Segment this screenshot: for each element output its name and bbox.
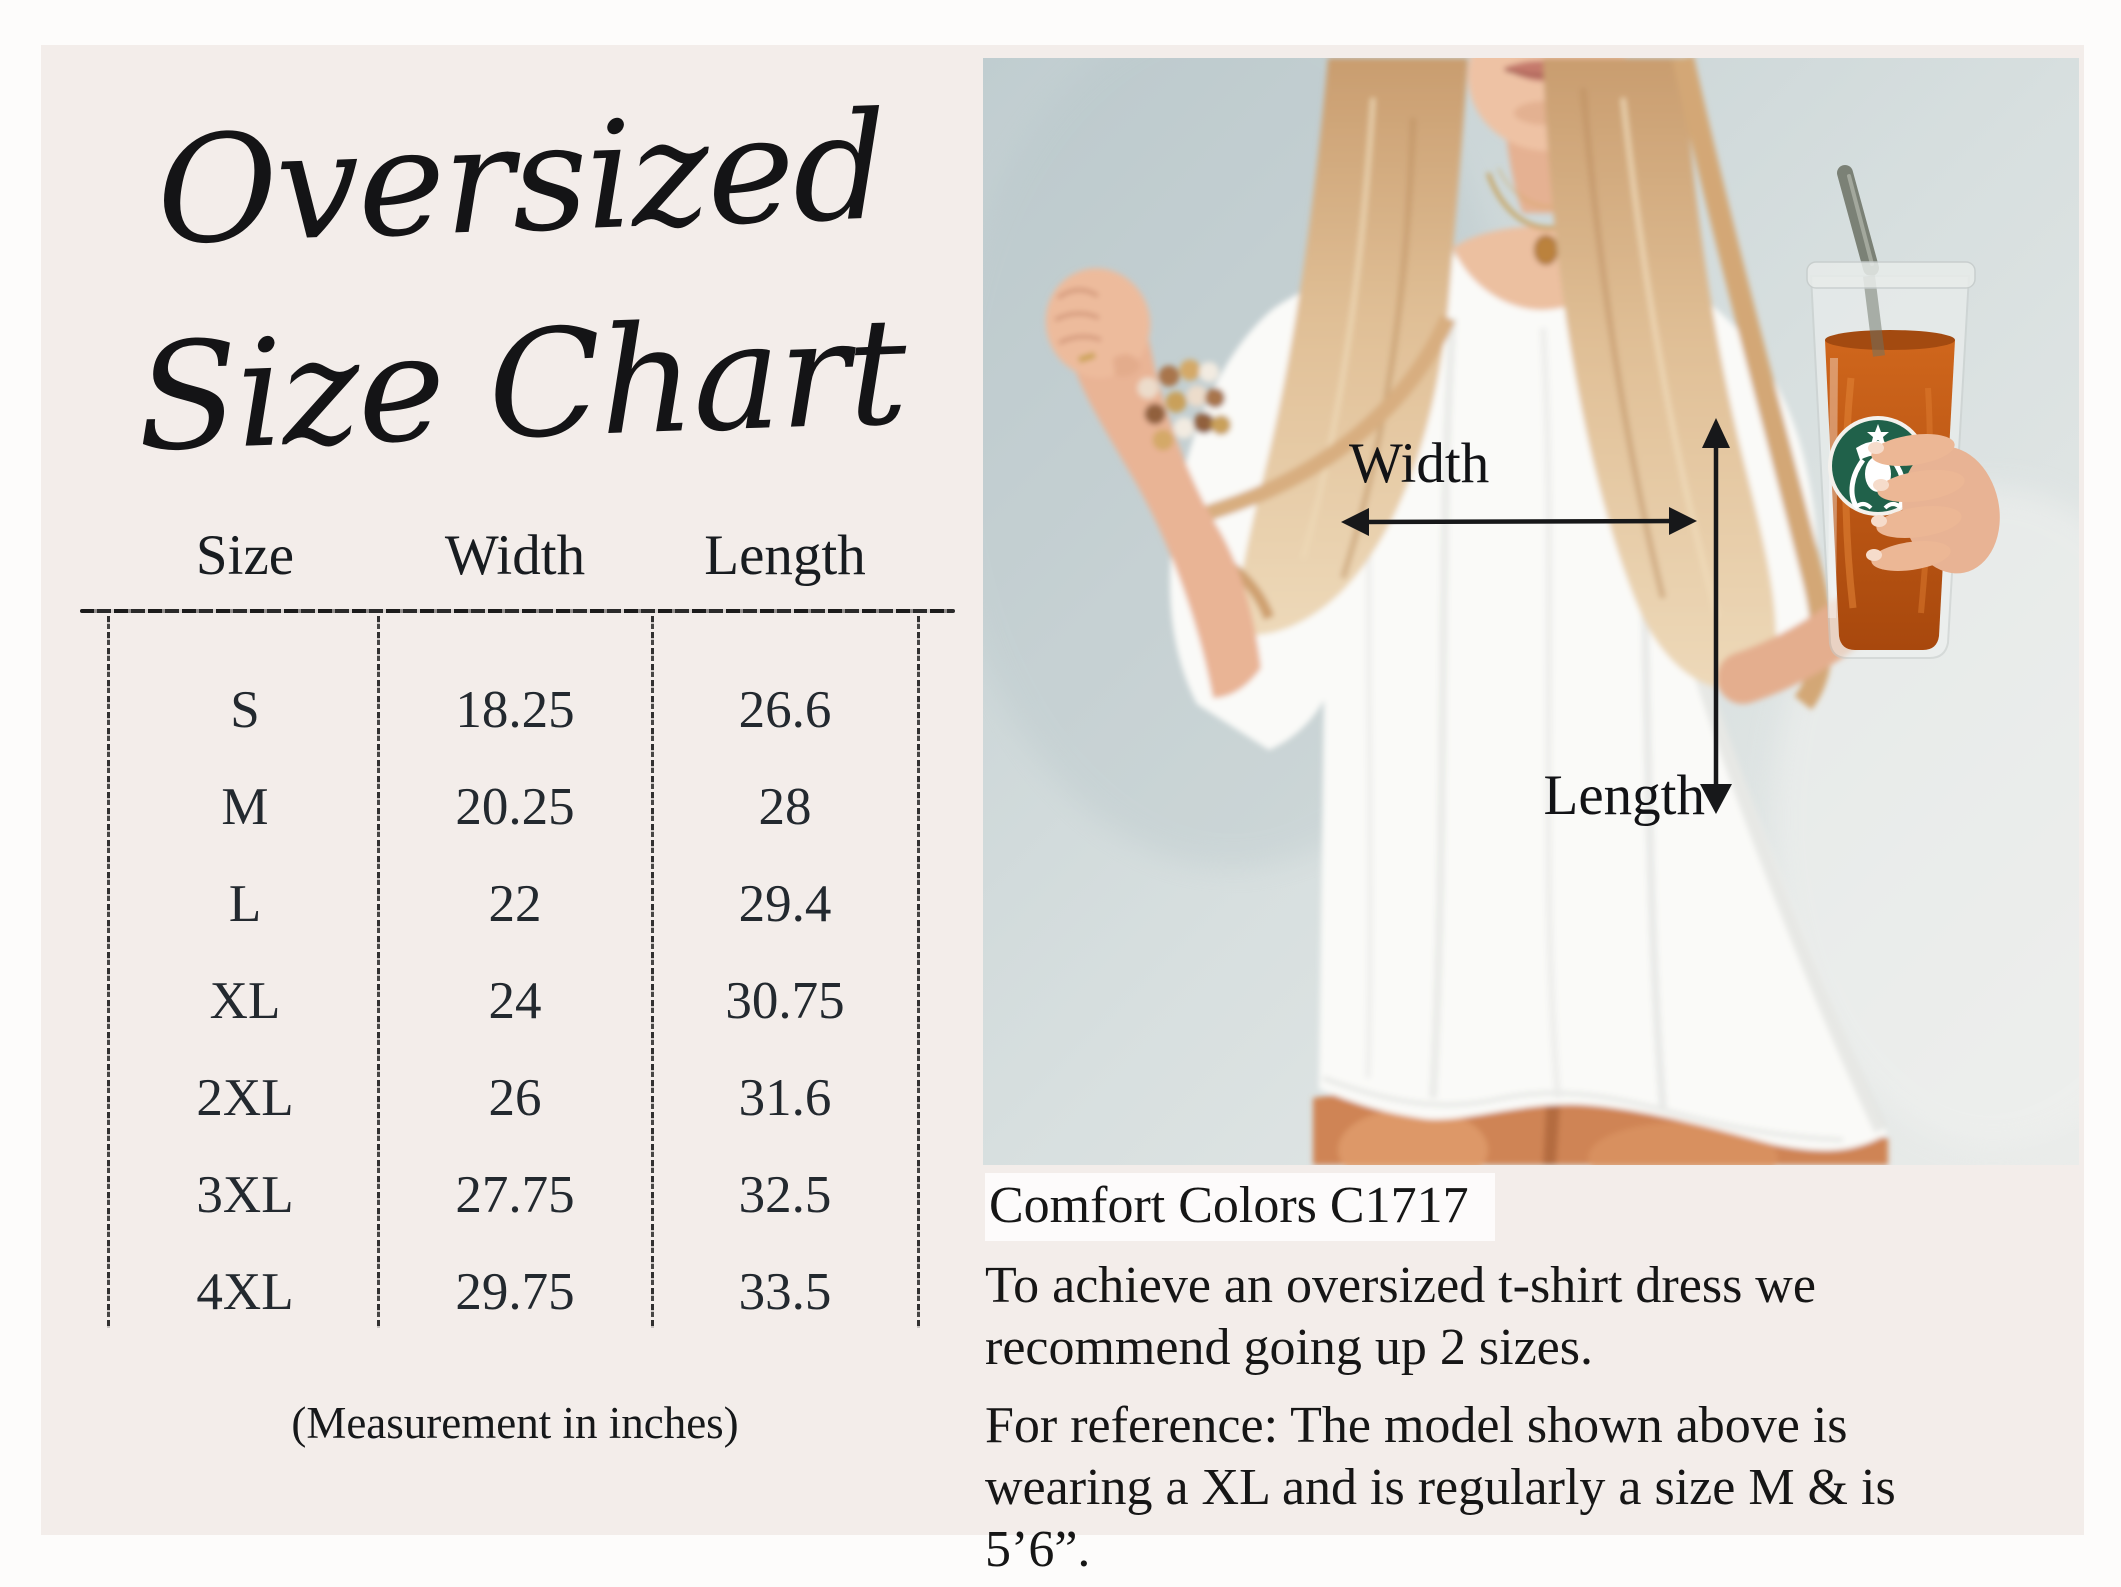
cup-lid [1806,261,1976,289]
model-photo: Width Length [983,58,2079,1165]
length-annotation-label: Length [1544,764,1705,827]
table-rule-vertical [107,616,110,1328]
header-size: Size [195,523,295,587]
table-cell: 32.5 [738,1165,832,1224]
table-cell: XL [209,971,281,1030]
page-title: Oversized Size Chart [91,73,951,485]
model-legs [1313,1088,1888,1165]
measurement-note: (Measurement in inches) [291,1398,739,1448]
model-reference: For reference: The model shown above is … [985,1395,2070,1581]
model-reference-line: wearing a XL and is regularly a size M &… [985,1459,1896,1516]
size-table-header: Size Width Length [110,507,920,603]
table-cell: 4XL [196,1262,294,1321]
table-cell: 29.4 [738,874,832,933]
table-cell: M [221,777,269,836]
table-cell: S [230,680,260,739]
size-table-body: S 18.25 26.6 M 20.25 28 L 22 29.4 XL 24 … [110,661,920,1340]
title-line-1: Oversized [153,80,889,278]
width-arrow-icon [1341,507,1697,536]
table-rule-vertical [377,616,380,1328]
length-arrow-icon [1700,418,1732,814]
width-annotation-label: Width [1349,432,1489,495]
table-rule-horizontal [80,609,955,613]
starbucks-cup [1806,165,2000,659]
sizing-tip-line: To achieve an oversized t-shirt dress we [985,1257,1816,1314]
model-reference-line: 5’6”. [985,1521,1091,1578]
table-cell: 22 [488,874,542,933]
header-length: Length [704,523,866,587]
table-cell: 33.5 [738,1262,832,1321]
table-cell: 20.25 [455,777,575,836]
bead-bracelet [1137,359,1231,451]
header-width: Width [444,523,586,587]
table-rule-vertical [651,616,654,1328]
product-name: Comfort Colors C1717 [985,1173,1495,1241]
table-cell: 27.75 [455,1165,575,1224]
table-cell: 2XL [196,1068,294,1127]
table-cell: 26.6 [738,680,832,739]
table-cell: 18.25 [455,680,575,739]
gold-ring [1078,352,1096,363]
sizing-tip-line: recommend going up 2 sizes. [985,1319,1593,1376]
table-cell: L [228,874,262,933]
table-cell: 28 [758,777,812,836]
table-cell: 31.6 [738,1068,832,1127]
model-raised-arm [1045,268,1261,698]
model-reference-line: For reference: The model shown above is [985,1397,1848,1454]
table-cell: 30.75 [725,971,845,1030]
straw [1837,165,1879,276]
table-cell: 29.75 [455,1262,575,1321]
title-line-2: Size Chart [134,285,908,485]
measurement-annotations: Width Length [1341,418,1732,827]
sizing-tip: To achieve an oversized t-shirt dress we… [985,1255,2070,1379]
table-cell: 24 [488,971,542,1030]
table-cell: 3XL [196,1165,294,1224]
product-details: Comfort Colors C1717 To achieve an overs… [985,1173,2070,1581]
gripping-hand [1866,434,2000,574]
model [1045,58,1924,1165]
table-cell: 26 [488,1068,542,1127]
beige-card: Oversized Size Chart Size Width Length S… [41,45,2084,1578]
table-rule-vertical [917,616,920,1328]
model-photo-scene: Width Length [983,58,2079,1165]
